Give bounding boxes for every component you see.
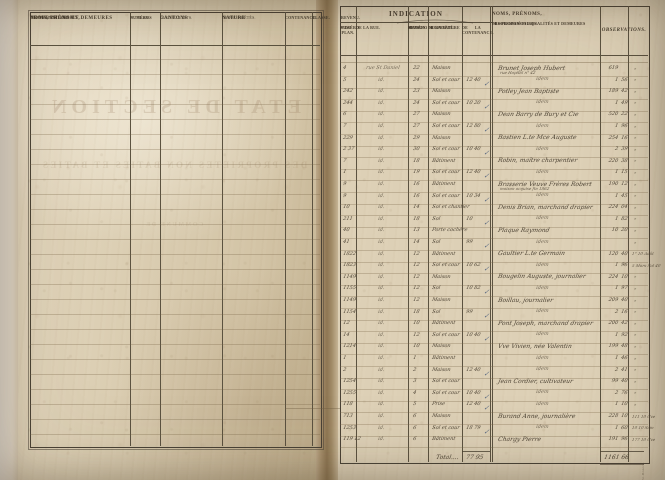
paper-streaks-right xyxy=(338,0,665,480)
right-page: Paris. — Imprimerie de P. Dupont et Cie,… xyxy=(338,0,665,480)
paper-streaks-left xyxy=(18,0,330,480)
printer-imprint: Paris. — Imprimerie de P. Dupont et Cie,… xyxy=(641,462,645,480)
bleedthrough-commune: COMMUNE DE xyxy=(144,222,204,228)
left-paper-edge xyxy=(0,0,22,480)
bleedthrough-title: ETAT DE SECTION xyxy=(47,96,301,118)
paper-grain-right xyxy=(338,0,665,480)
bleedthrough-subtitle: DES PROPRIETES NON BATIES ET BATIES xyxy=(40,160,308,170)
paper-grain-left xyxy=(18,0,330,480)
left-page: ETAT DE SECTION DES PROPRIETES NON BATIE… xyxy=(18,0,330,480)
book-gutter xyxy=(316,0,342,480)
